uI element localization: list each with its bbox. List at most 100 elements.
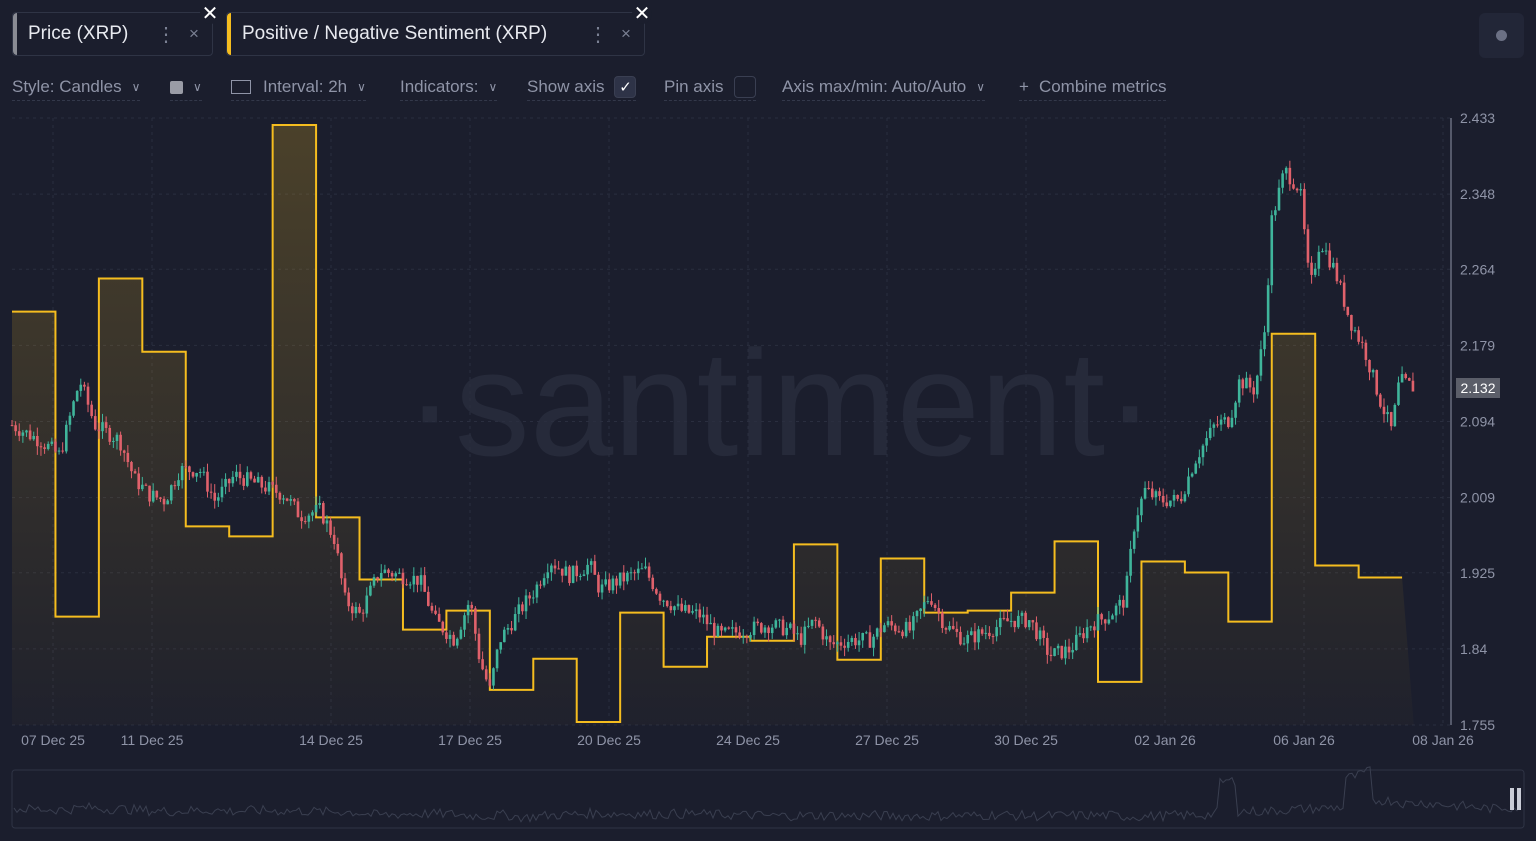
candle-body xyxy=(908,621,912,631)
candle-body xyxy=(43,447,46,449)
candle-body xyxy=(1389,412,1393,427)
candle-body xyxy=(365,595,369,614)
candle-body xyxy=(169,485,173,501)
candle-body xyxy=(1237,379,1241,403)
candle-body xyxy=(644,566,647,569)
candle-body xyxy=(669,606,673,611)
color-dropdown[interactable]: ∨ xyxy=(170,74,202,101)
tab-price-xrp[interactable]: Price (XRP) ⋮ × xyxy=(12,12,213,56)
candle-body xyxy=(774,620,778,628)
minimap-handle-left[interactable] xyxy=(1510,788,1514,810)
combine-metrics-button[interactable]: + Combine metrics xyxy=(1019,74,1167,101)
axis-maxmin-dropdown[interactable]: Axis max/min: Auto/Auto ∨ xyxy=(782,74,986,101)
show-axis-checkbox[interactable]: ✓ xyxy=(614,76,637,98)
candle-body xyxy=(481,659,484,670)
candle-body xyxy=(408,584,412,586)
y-axis: 2.433 2.348 2.264 2.179 2.094 2.009 1.925 1.84 1… xyxy=(1460,110,1495,733)
candle-body xyxy=(1223,417,1226,420)
candle-body xyxy=(868,632,872,648)
pin-axis-label: Pin axis xyxy=(664,77,724,96)
candle-body xyxy=(177,480,180,486)
candle-body xyxy=(1212,424,1216,428)
candle-body xyxy=(28,430,32,440)
style-dropdown[interactable]: Style: Candles ∨ xyxy=(12,74,141,101)
close-icon[interactable]: ✕ xyxy=(200,3,220,25)
tab-color-bar xyxy=(227,13,231,55)
indicators-dropdown[interactable]: Indicators: ∨ xyxy=(400,74,498,101)
candle-body xyxy=(293,499,296,502)
candle-body xyxy=(560,568,564,576)
candle-body xyxy=(231,476,235,484)
candle-body xyxy=(962,643,966,645)
x-tick-label: 20 Dec 25 xyxy=(577,732,641,748)
pin-axis-toggle[interactable]: Pin axis xyxy=(664,74,756,101)
minimap[interactable] xyxy=(11,769,1525,829)
remove-metric-icon[interactable]: × xyxy=(621,24,631,43)
candle-body xyxy=(336,544,340,554)
close-icon[interactable]: ✕ xyxy=(632,3,652,25)
candle-body xyxy=(600,584,604,593)
more-options-icon[interactable]: ⋮ xyxy=(588,23,608,46)
candle-body xyxy=(1093,626,1096,631)
candle-body xyxy=(307,515,311,522)
candle-body xyxy=(180,465,184,481)
candle-body xyxy=(463,615,466,630)
candle-body xyxy=(799,633,803,645)
candle-body xyxy=(354,606,358,614)
candle-body xyxy=(629,572,633,574)
sentiment-line xyxy=(12,124,1403,723)
candle-body xyxy=(539,584,542,586)
candle-body xyxy=(141,484,144,490)
candle-body xyxy=(608,579,611,591)
candle-body xyxy=(416,575,419,585)
candle-body xyxy=(546,572,550,579)
candle-body xyxy=(926,601,930,603)
candle-body xyxy=(550,565,553,573)
more-options-icon[interactable]: ⋮ xyxy=(156,23,176,46)
style-label: Style: Candles xyxy=(12,77,122,96)
candle-body xyxy=(658,593,662,601)
candle-body xyxy=(1064,646,1067,659)
remove-metric-icon[interactable]: × xyxy=(189,24,199,43)
candle-body xyxy=(54,441,57,452)
candle-body xyxy=(1172,494,1176,501)
sentiment-area xyxy=(12,125,1414,726)
candle-body xyxy=(897,631,901,633)
candle-body xyxy=(445,632,448,639)
candle-body xyxy=(1263,332,1266,350)
candle-body xyxy=(665,600,669,607)
candle-body xyxy=(474,608,477,634)
candle-body xyxy=(271,482,274,485)
candle-body xyxy=(75,390,79,402)
show-axis-toggle[interactable]: Show axis ✓ xyxy=(527,74,637,101)
y-tick-label: 2.094 xyxy=(1460,414,1495,430)
candle-body xyxy=(122,450,126,453)
candle-body xyxy=(133,471,137,474)
candle-body xyxy=(1078,633,1082,635)
candle-body xyxy=(890,621,893,626)
candle-body xyxy=(1382,406,1386,415)
candle-body xyxy=(825,636,828,640)
candle-body xyxy=(347,592,350,607)
candle-body xyxy=(1393,404,1397,427)
candle-body xyxy=(97,429,101,432)
candle-body xyxy=(655,589,658,594)
candle-body xyxy=(1056,645,1060,649)
interval-label: Interval: 2h xyxy=(263,77,348,96)
interval-dropdown[interactable]: Interval: 2h ∨ xyxy=(231,74,366,101)
candle-body xyxy=(256,476,260,483)
candle-body xyxy=(1353,330,1357,332)
candle-body xyxy=(300,517,303,522)
candle-body xyxy=(495,649,499,669)
candle-body xyxy=(1371,370,1375,373)
tab-sentiment-xrp[interactable]: Positive / Negative Sentiment (XRP) ⋮ × xyxy=(226,12,645,56)
candle-body xyxy=(387,569,390,574)
settings-button[interactable] xyxy=(1479,13,1524,58)
candle-body xyxy=(173,485,177,487)
candle-body xyxy=(1089,626,1093,628)
pin-axis-checkbox[interactable] xyxy=(733,76,756,98)
minimap-handle-right[interactable] xyxy=(1517,788,1521,810)
candle-body xyxy=(651,577,655,590)
candle-body xyxy=(1368,359,1371,373)
